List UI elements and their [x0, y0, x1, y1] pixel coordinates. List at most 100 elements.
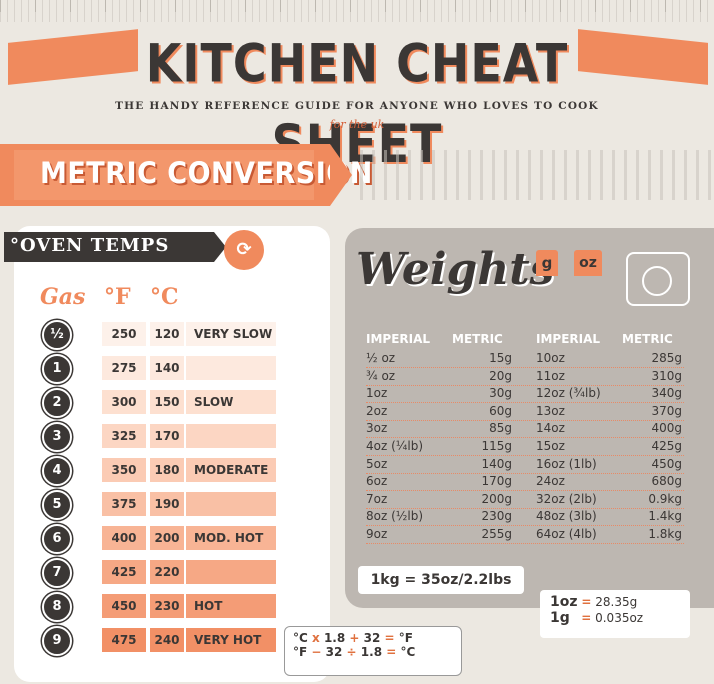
gas-mark-badge: 8: [42, 592, 72, 622]
temp-c: 190: [150, 492, 184, 516]
formula-term: 32: [325, 645, 343, 659]
weights-header-metric-2: METRIC: [622, 332, 673, 346]
temp-f: 300: [102, 390, 146, 414]
weights-cell: 680g: [651, 474, 682, 489]
weights-header-imperial-2: IMPERIAL: [536, 332, 601, 346]
weights-row: 9oz 255g 64oz (4lb) 1.8kg: [366, 526, 684, 544]
temp-c: 220: [150, 560, 184, 584]
formula-f-to-c: °F − 32 ÷ 1.8 = °C: [293, 645, 453, 659]
formula-c-to-f: °C x 1.8 + 32 = °F: [293, 631, 453, 645]
page-title: KITCHEN CHEAT SHEET: [145, 31, 569, 175]
page-tagline: for the uk: [329, 118, 385, 131]
kitchen-scale-icon: [626, 252, 690, 306]
weights-cell: 285g: [651, 351, 682, 365]
ruler-major-ticks: [0, 0, 714, 12]
oz-eq: =: [581, 595, 592, 609]
formula-term: °C: [293, 631, 308, 645]
temp-c: 230: [150, 594, 184, 618]
temp-formula-box: °C x 1.8 + 32 = °F °F − 32 ÷ 1.8 = °C: [284, 626, 462, 676]
section-banner-tail: [330, 144, 352, 206]
weights-row: 3oz 85g 14oz 400g: [366, 420, 684, 439]
col-head-f: °F: [104, 284, 131, 310]
temp-f: 250: [102, 322, 146, 346]
weights-cell: 12oz (¾lb): [536, 386, 601, 401]
weights-cell: 20g: [489, 368, 512, 383]
temp-c: 200: [150, 526, 184, 550]
g-val: 0.035oz: [595, 611, 644, 625]
gram-weight-icon: g: [536, 250, 558, 276]
temp-f: 325: [102, 424, 146, 448]
gas-mark-badge: 9: [42, 626, 72, 656]
weights-cell: 3oz: [366, 421, 388, 436]
weights-cell: 425g: [651, 439, 682, 453]
weights-header-imperial-1: IMPERIAL: [366, 332, 431, 346]
weights-cell: 10oz: [536, 351, 565, 365]
oven-dial-icon: ⟳: [224, 230, 264, 270]
weights-row: 4oz (¼lb) 115g 15oz 425g: [366, 438, 684, 456]
temp-f: 425: [102, 560, 146, 584]
oven-title-tab: [4, 232, 214, 262]
formula-term: °C: [400, 645, 416, 659]
formula-term: °F: [293, 645, 308, 659]
weights-cell: 85g: [489, 421, 512, 436]
weights-row: ¾ oz 20g 11oz 310g: [366, 368, 684, 386]
gas-mark-badge: 7: [42, 558, 72, 588]
weights-cell: 7oz: [366, 491, 388, 506]
oven-title: °OVEN TEMPS: [10, 235, 169, 256]
gas-mark-badge: ½: [42, 320, 72, 350]
gas-mark-badge: 3: [42, 422, 72, 452]
weights-row: 8oz (½lb) 230g 48oz (3lb) 1.4kg: [366, 508, 684, 527]
weights-cell: 1.4kg: [648, 509, 682, 524]
weights-cell: 1oz: [366, 386, 388, 401]
weights-cell: 200g: [481, 491, 512, 506]
weights-cell: 60g: [489, 403, 512, 418]
weights-cell: 14oz: [536, 421, 565, 436]
temp-description: [186, 492, 276, 516]
scale-dial-icon: [642, 266, 672, 296]
oven-row: 4 350 180 MODERATE: [42, 456, 276, 486]
page-subtitle: THE HANDY REFERENCE GUIDE FOR ANYONE WHO…: [115, 100, 599, 112]
col-head-c: °C: [150, 284, 179, 310]
oven-row: 8 450 230 HOT: [42, 592, 276, 622]
weights-cell: 30g: [489, 386, 512, 401]
formula-op: =: [384, 631, 395, 645]
oven-row: 5 375 190: [42, 490, 276, 520]
ounce-weight-icon: oz: [574, 250, 602, 276]
kg-conversion-note: 1kg = 35oz/2.2lbs: [358, 566, 524, 594]
col-head-gas: Gas: [40, 284, 86, 310]
temp-description: HOT: [186, 594, 276, 618]
oven-row: 6 400 200 MOD. HOT: [42, 524, 276, 554]
temp-description: [186, 356, 276, 380]
temp-f: 350: [102, 458, 146, 482]
weights-cell: 4oz (¼lb): [366, 439, 424, 453]
oven-row: 7 425 220: [42, 558, 276, 588]
temp-c: 240: [150, 628, 184, 652]
weights-cell: ¾ oz: [366, 368, 396, 383]
oz-val: 28.35g: [595, 595, 638, 609]
weights-cell: 2oz: [366, 403, 388, 418]
weights-cell: 5oz: [366, 456, 388, 471]
temp-description: VERY HOT: [186, 628, 276, 652]
weights-row: 2oz 60g 13oz 370g: [366, 403, 684, 421]
temp-description: [186, 560, 276, 584]
weights-cell: 310g: [651, 368, 682, 383]
weights-cell: 48oz (3lb): [536, 509, 597, 524]
formula-term: 32: [363, 631, 381, 645]
oven-title-text: OVEN TEMPS: [20, 235, 170, 256]
weights-cell: 9oz: [366, 527, 388, 541]
temp-c: 180: [150, 458, 184, 482]
temp-description: VERY SLOW: [186, 322, 276, 346]
temp-description: MODERATE: [186, 458, 276, 482]
weights-cell: 16oz (1lb): [536, 456, 597, 471]
formula-op: −: [311, 645, 322, 659]
weights-cell: 15oz: [536, 439, 565, 453]
weights-cell: 140g: [481, 456, 512, 471]
oven-row: 1 275 140: [42, 354, 276, 384]
weights-title: Weights: [356, 244, 555, 295]
weights-cell: 15g: [489, 351, 512, 365]
weights-row: 5oz 140g 16oz (1lb) 450g: [366, 456, 684, 474]
weights-cell: 255g: [481, 527, 512, 541]
g-eq: =: [581, 611, 592, 625]
gas-mark-badge: 5: [42, 490, 72, 520]
oz-unit: 1oz: [550, 594, 578, 610]
